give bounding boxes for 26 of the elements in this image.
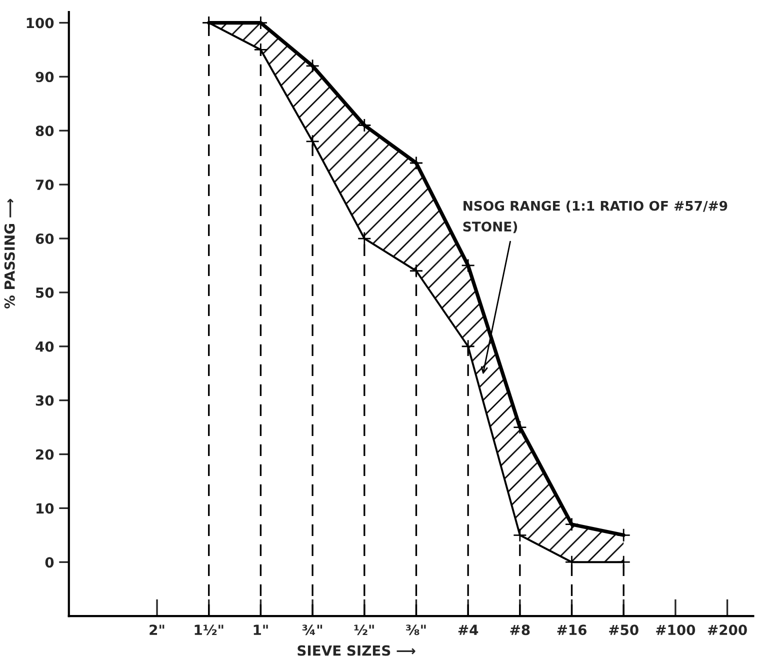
x-tick-label: ½" <box>354 624 374 636</box>
y-tick-label: 100 <box>26 18 54 28</box>
y-tick-label: 90 <box>36 72 54 82</box>
x-tick-label: 1½" <box>194 624 224 636</box>
x-tick-label: #50 <box>609 624 638 636</box>
x-tick-label: #200 <box>708 624 747 636</box>
x-tick-label: 2" <box>150 624 164 635</box>
y-axis-title: % PASSING ⟶ <box>4 198 15 309</box>
y-tick-label: 30 <box>36 395 54 406</box>
y-tick-label: 20 <box>36 449 54 460</box>
y-tick-label: 70 <box>36 180 54 190</box>
y-tick-label: 10 <box>36 503 54 514</box>
x-tick-label: #8 <box>510 624 530 636</box>
y-tick-label: 50 <box>36 287 54 298</box>
x-tick-label: #16 <box>557 624 586 636</box>
x-axis-title: SIEVE SIZES ⟶ <box>298 645 416 656</box>
y-tick-label: 60 <box>36 233 54 244</box>
annotation: NSOG RANGE (1:1 RATIO OF #57/#9 STONE) <box>463 200 728 234</box>
x-tick-label: ¾" <box>302 624 322 636</box>
y-tick-label: 0 <box>45 557 54 568</box>
y-tick-label: 80 <box>36 126 54 136</box>
x-tick-label: 1" <box>254 624 268 635</box>
y-tick-label: 40 <box>36 341 54 352</box>
x-tick-label: ⅜" <box>406 624 426 636</box>
x-tick-label: #4 <box>458 624 478 635</box>
x-tick-label: #100 <box>656 624 696 636</box>
